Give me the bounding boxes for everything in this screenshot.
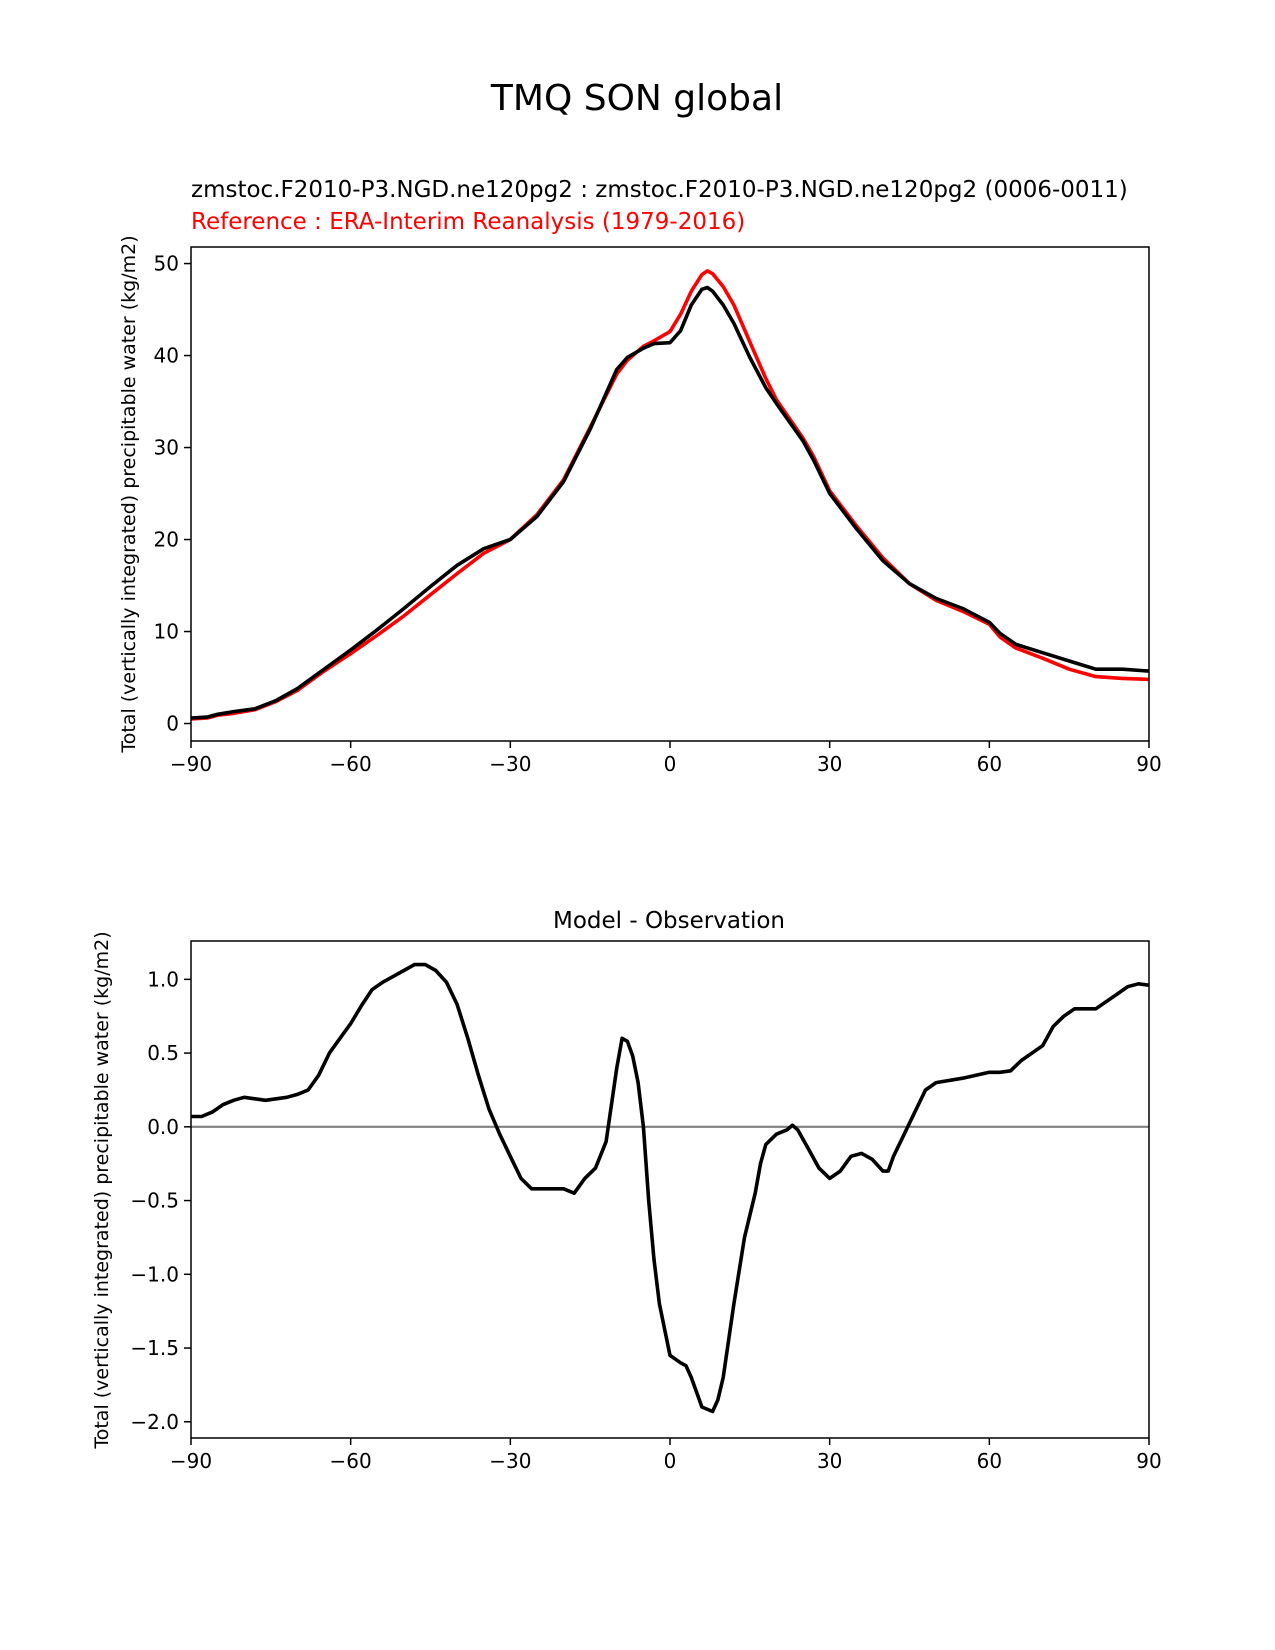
y-tick-label: 50	[154, 252, 179, 276]
series-line-1	[191, 285, 1149, 720]
top-y-axis: 0 10 20 30 40 50	[154, 252, 191, 736]
y-tick-label: −1.0	[130, 1262, 179, 1286]
bottom-chart-title: Model - Observation	[553, 908, 785, 934]
y-tick-label: 1.0	[147, 967, 179, 991]
x-tick-label: −60	[330, 1449, 372, 1473]
x-tick-label: −60	[330, 752, 372, 776]
figure-title: TMQ SON global	[490, 78, 783, 119]
x-tick-label: 30	[817, 1449, 842, 1473]
bottom-y-axis-label: Total (vertically integrated) precipitab…	[91, 931, 113, 1449]
x-tick-label: 60	[977, 752, 1002, 776]
x-tick-label: 0	[664, 1449, 677, 1473]
series-line-0	[191, 269, 1149, 721]
y-tick-label: 20	[154, 528, 179, 552]
x-tick-label: −30	[489, 752, 531, 776]
x-tick-label: −30	[489, 1449, 531, 1473]
y-tick-label: 10	[154, 620, 179, 644]
y-tick-label: −0.5	[130, 1189, 179, 1213]
y-tick-label: −1.5	[130, 1336, 179, 1360]
top-chart-title: zmstoc.F2010-P3.NGD.ne120pg2 : zmstoc.F2…	[191, 177, 1128, 203]
x-tick-label: 30	[817, 752, 842, 776]
x-tick-label: 90	[1136, 752, 1161, 776]
x-tick-label: 0	[664, 752, 677, 776]
y-tick-label: 0	[166, 712, 179, 736]
bottom-chart: Model - Observation −90 −60 −30 0 30 60 90 1.0…	[91, 908, 1162, 1473]
top-x-axis: −90 −60 −30 0 30 60 90	[170, 741, 1162, 776]
x-tick-label: −90	[170, 752, 212, 776]
x-tick-label: 90	[1136, 1449, 1161, 1473]
bottom-plot-area	[191, 962, 1149, 1414]
bottom-y-axis: 1.0 0.5 0.0 −0.5 −1.0 −1.5 −2.0	[130, 967, 191, 1434]
y-tick-label: 30	[154, 436, 179, 460]
y-tick-label: 0.5	[147, 1041, 179, 1065]
y-tick-label: 40	[154, 344, 179, 368]
top-plot-area	[191, 269, 1149, 721]
top-chart-subtitle: Reference : ERA-Interim Reanalysis (1979…	[191, 209, 745, 235]
x-tick-label: 60	[977, 1449, 1002, 1473]
x-tick-label: −90	[170, 1449, 212, 1473]
bottom-x-axis: −90 −60 −30 0 30 60 90	[170, 1438, 1162, 1473]
y-tick-label: −2.0	[130, 1410, 179, 1434]
series-line-0	[191, 962, 1149, 1414]
top-y-axis-label: Total (vertically integrated) precipitab…	[118, 235, 140, 753]
y-tick-label: 0.0	[147, 1115, 179, 1139]
top-chart: zmstoc.F2010-P3.NGD.ne120pg2 : zmstoc.F2…	[118, 177, 1162, 776]
